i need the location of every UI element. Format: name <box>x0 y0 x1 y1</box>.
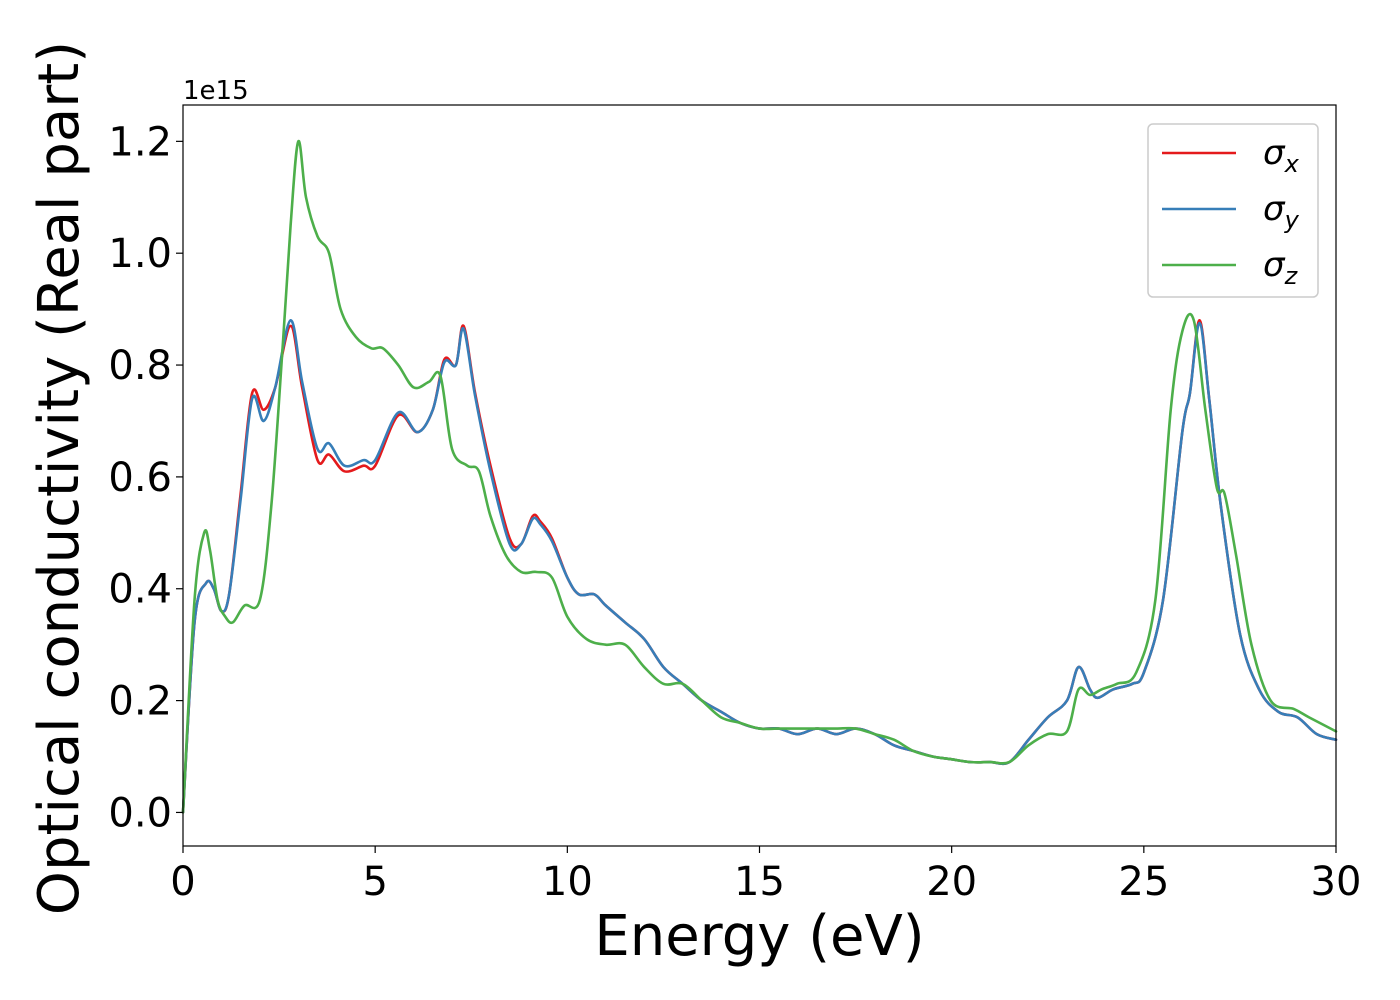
series-layer <box>181 140 1338 814</box>
x-tick-label: 5 <box>362 859 387 905</box>
plot-frame <box>182 104 1337 847</box>
x-tick-label: 30 <box>1311 859 1362 905</box>
y-offset-label: 1e15 <box>183 76 249 106</box>
plot-background <box>183 105 1336 846</box>
series-line-z <box>181 140 1338 814</box>
y-axis-ticks: 0.0 0.2 0.4 0.6 0.8 1.0 1.2 <box>108 119 183 836</box>
x-tick-label: 0 <box>170 859 195 905</box>
y-tick-label: 1.0 <box>108 231 172 277</box>
y-tick-label: 0.8 <box>108 343 172 389</box>
legend: σx σy σz <box>1147 123 1319 298</box>
x-axis-ticks: 0 5 10 15 20 25 30 <box>170 846 1361 905</box>
y-tick-label: 0.6 <box>108 455 172 501</box>
x-axis-title: Energy (eV) <box>594 904 924 969</box>
y-tick-label: 1.2 <box>108 119 172 165</box>
y-tick-label: 0.0 <box>108 790 172 836</box>
x-tick-label: 25 <box>1118 859 1169 905</box>
x-tick-label: 10 <box>542 859 593 905</box>
y-tick-label: 0.2 <box>108 679 172 725</box>
x-tick-label: 20 <box>926 859 977 905</box>
legend-label-y: σy <box>1263 189 1300 234</box>
y-tick-label: 0.4 <box>108 567 172 613</box>
x-tick-label: 15 <box>734 859 785 905</box>
legend-label-z: σz <box>1263 245 1299 290</box>
y-axis-title: Optical conductivity (Real part) <box>27 41 92 915</box>
legend-label-x: σx <box>1263 133 1300 178</box>
legend-box <box>1147 123 1319 298</box>
